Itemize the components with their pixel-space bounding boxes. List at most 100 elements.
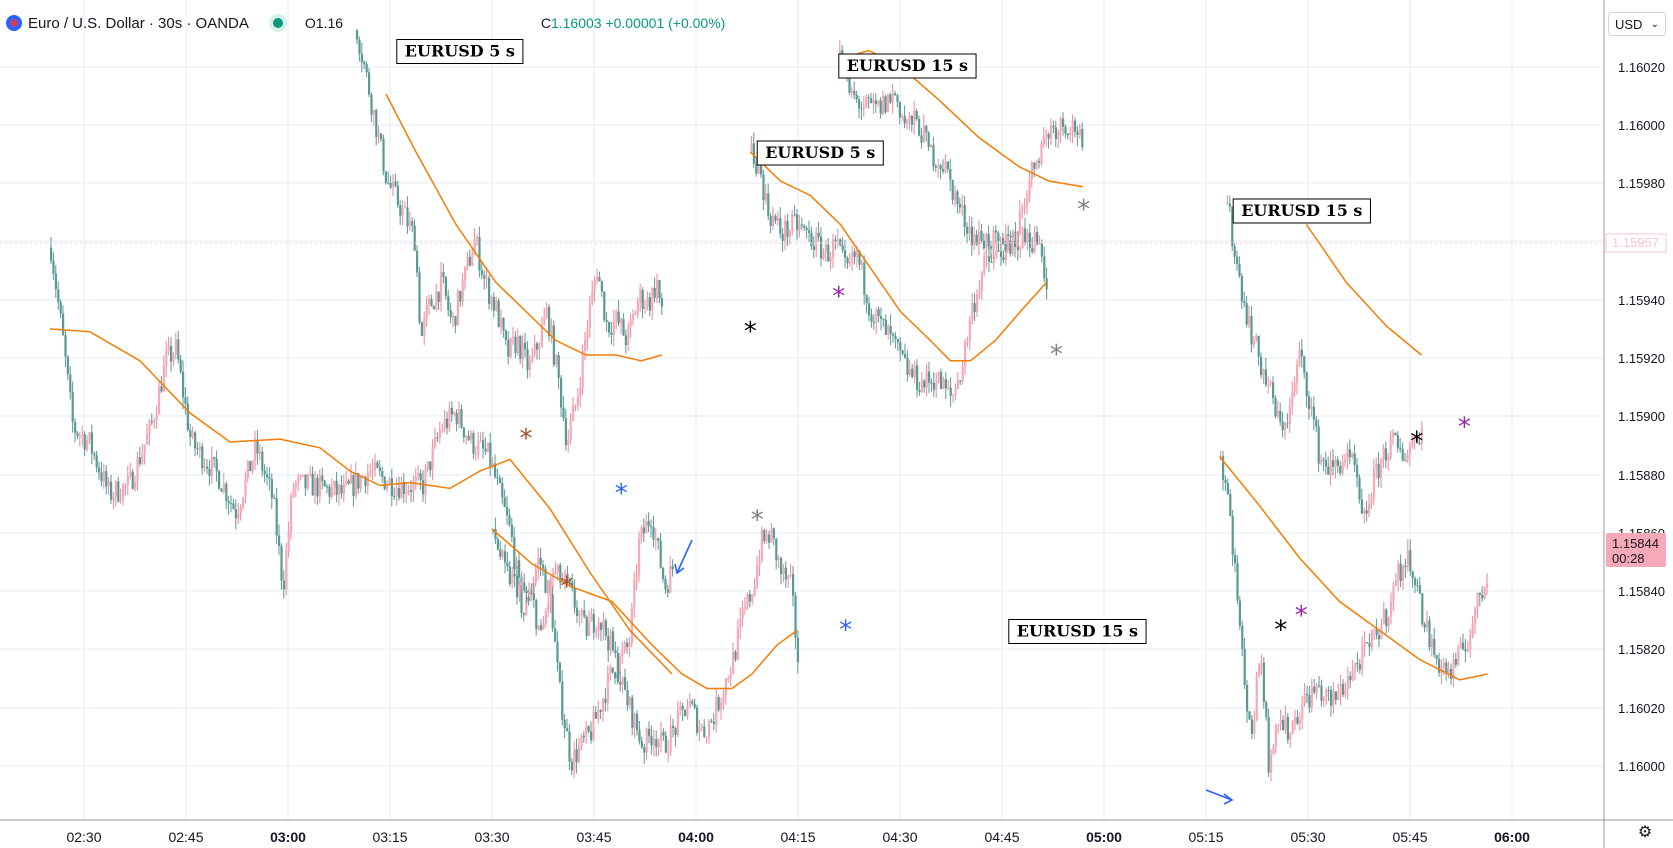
candle: [620, 319, 623, 324]
candle: [1409, 550, 1412, 572]
candle: [86, 439, 89, 450]
y-tick-label: 1.16000: [1618, 759, 1665, 774]
candle: [153, 420, 156, 423]
series-label[interactable]: EURUSD 5 s: [396, 39, 524, 64]
candle: [853, 90, 856, 95]
gear-icon[interactable]: ⚙: [1637, 824, 1653, 841]
candle: [792, 573, 795, 596]
candle: [952, 394, 955, 396]
candle: [170, 345, 173, 362]
candle: [652, 738, 655, 746]
candle: [455, 412, 458, 425]
candle: [750, 143, 753, 152]
candle: [1253, 720, 1256, 734]
candle: [1336, 459, 1339, 466]
candle: [440, 272, 443, 302]
signal-marker: *: [832, 282, 845, 312]
candle: [352, 475, 355, 496]
candle: [992, 230, 995, 249]
candle: [987, 233, 990, 247]
candle: [1399, 447, 1402, 450]
candle: [657, 742, 660, 747]
candle: [530, 591, 533, 601]
candle: [1284, 716, 1287, 731]
candle: [959, 380, 962, 382]
candle: [513, 536, 516, 569]
candle: [662, 567, 665, 579]
candle: [198, 446, 201, 450]
candle: [947, 387, 950, 389]
candle: [760, 159, 763, 175]
candle: [203, 466, 206, 469]
candle: [1243, 301, 1246, 304]
candle: [1411, 440, 1414, 447]
candle: [1372, 469, 1375, 499]
candle: [913, 111, 916, 125]
candle: [598, 276, 601, 282]
candle: [990, 261, 993, 263]
candle: [1069, 133, 1072, 136]
candle: [538, 346, 541, 350]
candle: [997, 250, 1000, 252]
series-label[interactable]: EURUSD 15 s: [838, 53, 977, 79]
ghost-price-bg: [1605, 233, 1667, 253]
candle: [629, 319, 632, 327]
candle: [218, 471, 221, 489]
candle: [1000, 251, 1003, 257]
last-price-value: 1.15844: [1612, 536, 1659, 551]
candle: [490, 296, 493, 304]
candle: [1389, 437, 1392, 458]
candle: [1322, 696, 1325, 701]
candle: [501, 483, 504, 498]
signal-marker: *: [1295, 601, 1308, 631]
candle: [648, 297, 651, 311]
candle: [191, 432, 194, 438]
candle: [244, 477, 247, 498]
candle-series: [50, 237, 674, 778]
candle: [956, 380, 959, 390]
series-label[interactable]: EURUSD 15 s: [1008, 619, 1147, 644]
candle: [1344, 459, 1347, 463]
symbol-header[interactable]: Euro / U.S. Dollar · 30s · OANDA O1.16 C…: [6, 12, 725, 34]
candle: [949, 387, 952, 396]
candle: [855, 94, 858, 100]
series-label[interactable]: EURUSD 15 s: [1232, 198, 1371, 224]
candle: [1276, 411, 1279, 417]
candle: [573, 588, 576, 608]
candle: [703, 726, 706, 737]
candle: [772, 215, 775, 227]
currency-label: USD: [1615, 16, 1643, 32]
candle: [1224, 479, 1227, 484]
candle: [1272, 746, 1275, 754]
candle: [1421, 593, 1424, 625]
candle: [552, 325, 555, 365]
candle: [669, 725, 672, 752]
candle: [628, 643, 631, 648]
signal-marker: *: [744, 317, 757, 347]
series-label[interactable]: EURUSD 5 s: [756, 140, 884, 166]
y-tick-label: 1.15840: [1618, 584, 1665, 599]
candle: [136, 457, 139, 483]
currency-selector[interactable]: USD ⌄: [1608, 12, 1666, 36]
last-price-tag-bg: [1606, 533, 1666, 567]
x-tick-label: 05:00: [1086, 829, 1122, 845]
candle: [544, 611, 547, 624]
candle: [636, 301, 639, 315]
candle: [95, 455, 98, 468]
candle: [796, 637, 799, 663]
time-axis[interactable]: 02:30 02:45 03:00 03:15 03:30 03:45 04:00 04:15…: [66, 829, 1530, 845]
candle: [1236, 256, 1239, 264]
price-axis[interactable]: 1.160201.160001.159801.159601.159401.159…: [1618, 60, 1665, 774]
candle: [1375, 629, 1378, 636]
candle: [50, 247, 53, 261]
candle: [916, 365, 919, 391]
candle-series: [1219, 450, 1489, 782]
candle: [901, 350, 904, 354]
candle: [402, 481, 405, 495]
candle: [321, 475, 324, 481]
candle: [516, 575, 519, 598]
candle: [650, 736, 653, 746]
candle: [542, 623, 545, 630]
candle: [1233, 246, 1236, 257]
